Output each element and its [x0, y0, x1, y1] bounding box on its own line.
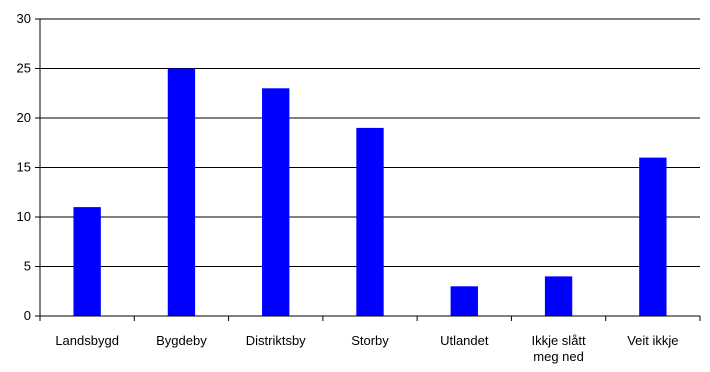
y-tick-label: 0 — [24, 308, 31, 323]
bar-veit-ikkje — [639, 157, 667, 316]
x-tick-label: Distriktsby — [246, 333, 306, 348]
bar-storby — [356, 127, 384, 317]
x-tick-label: Utlandet — [440, 333, 489, 348]
bar-bygdeby — [167, 68, 196, 316]
x-tick-label: meg ned — [533, 349, 584, 364]
x-tick-label: Storby — [351, 333, 389, 348]
y-tick-label: 30 — [17, 11, 31, 26]
y-tick-label: 10 — [17, 209, 31, 224]
y-tick-label: 20 — [17, 110, 31, 125]
y-tick-label: 25 — [17, 61, 31, 76]
x-tick-label: Bygdeby — [156, 333, 207, 348]
axes — [35, 18, 701, 321]
x-tick-label: Veit ikkje — [627, 333, 678, 348]
bar-landsbygd — [73, 207, 101, 316]
y-tick-label: 5 — [24, 259, 31, 274]
bar-utlandet — [450, 286, 478, 316]
bars — [73, 68, 667, 317]
y-tick-label: 15 — [17, 160, 31, 175]
x-tick-label: Ikkje slått — [531, 333, 586, 348]
tick-labels: 0 5 10 15 20 25 30 Landsbygd Bygdeby Distriktsby S… — [17, 11, 679, 364]
bar-ikkje-sl-tt-meg-ned — [544, 276, 573, 316]
x-tick-label: Landsbygd — [55, 333, 119, 348]
bar-distriktsby — [262, 88, 290, 316]
